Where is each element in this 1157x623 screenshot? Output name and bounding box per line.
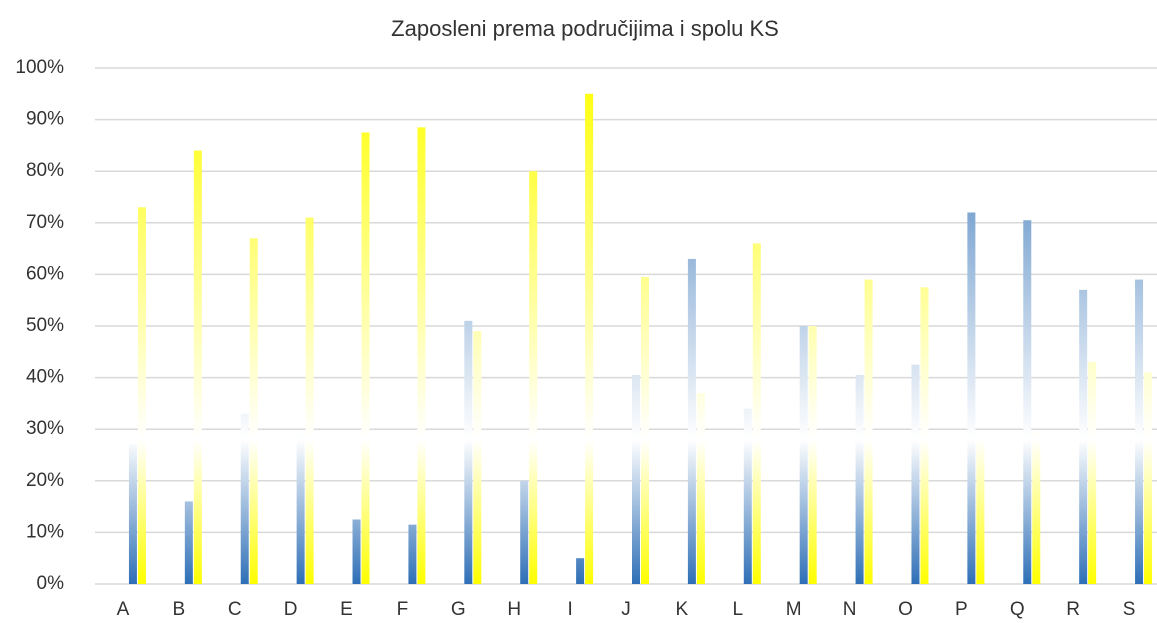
x-tick-label: G: [451, 599, 466, 620]
bar: [855, 375, 864, 584]
x-tick-label: F: [397, 599, 409, 620]
bar: [520, 480, 529, 584]
y-tick-label: 60%: [26, 263, 64, 284]
y-tick-label: 70%: [26, 212, 64, 233]
y-tick-label: 90%: [26, 109, 64, 130]
bar: [249, 238, 258, 584]
bar: [1023, 220, 1032, 584]
y-tick-label: 10%: [26, 521, 64, 542]
x-tick-label: M: [786, 599, 802, 620]
bar: [696, 393, 705, 584]
y-tick-label: 20%: [26, 470, 64, 491]
bar: [184, 501, 193, 584]
bar: [417, 127, 426, 584]
y-tick-label: 40%: [26, 367, 64, 388]
bar: [632, 375, 640, 584]
bar: [240, 413, 249, 584]
x-tick-label: N: [843, 599, 857, 620]
x-tick-label: Q: [1010, 599, 1025, 620]
x-tick-label: K: [676, 599, 689, 620]
bar: [752, 243, 761, 584]
bar: [128, 444, 137, 584]
bar: [193, 150, 202, 584]
x-tick-label: B: [172, 599, 185, 620]
x-tick-label: R: [1066, 599, 1080, 620]
bar: [687, 258, 696, 584]
bar: [976, 439, 985, 584]
y-tick-label: 0%: [37, 573, 65, 594]
bar: [799, 326, 808, 584]
bar: [529, 171, 538, 584]
bar: [967, 212, 976, 585]
bar: [352, 519, 361, 584]
bar: [920, 287, 929, 584]
bar: [911, 364, 920, 584]
bar: [137, 207, 146, 584]
bar: [1135, 279, 1144, 584]
y-tick-label: 50%: [26, 315, 64, 336]
bar: [473, 331, 482, 584]
bar: [743, 408, 752, 584]
x-tick-label: C: [228, 599, 242, 620]
chart-title: Zaposleni prema područijima i spolu KS: [391, 16, 779, 41]
x-tick-label: O: [898, 599, 913, 620]
bar: [361, 132, 370, 584]
x-tick-label: H: [507, 599, 521, 620]
bar: [464, 320, 473, 584]
bar: [1144, 372, 1153, 584]
x-tick-label: A: [117, 599, 130, 620]
bar: [864, 279, 873, 584]
bar: [296, 434, 305, 584]
x-tick-label: D: [284, 599, 298, 620]
x-tick-label: L: [733, 599, 744, 620]
bar: [1088, 362, 1097, 584]
x-tick-label: E: [340, 599, 353, 620]
y-tick-label: 100%: [15, 57, 64, 78]
x-tick-label: S: [1123, 599, 1136, 620]
bar: [1079, 289, 1088, 584]
y-tick-label: 80%: [26, 160, 64, 181]
bar: [305, 217, 314, 584]
bar: [408, 524, 417, 584]
bar: [641, 276, 649, 584]
x-tick-label: J: [621, 599, 631, 620]
x-tick-label: I: [567, 599, 572, 620]
bar: [576, 558, 585, 584]
bar: [585, 93, 594, 585]
bar: [808, 326, 817, 584]
y-tick-label: 30%: [26, 418, 64, 439]
bar: [1032, 431, 1041, 584]
x-tick-label: P: [955, 599, 968, 620]
